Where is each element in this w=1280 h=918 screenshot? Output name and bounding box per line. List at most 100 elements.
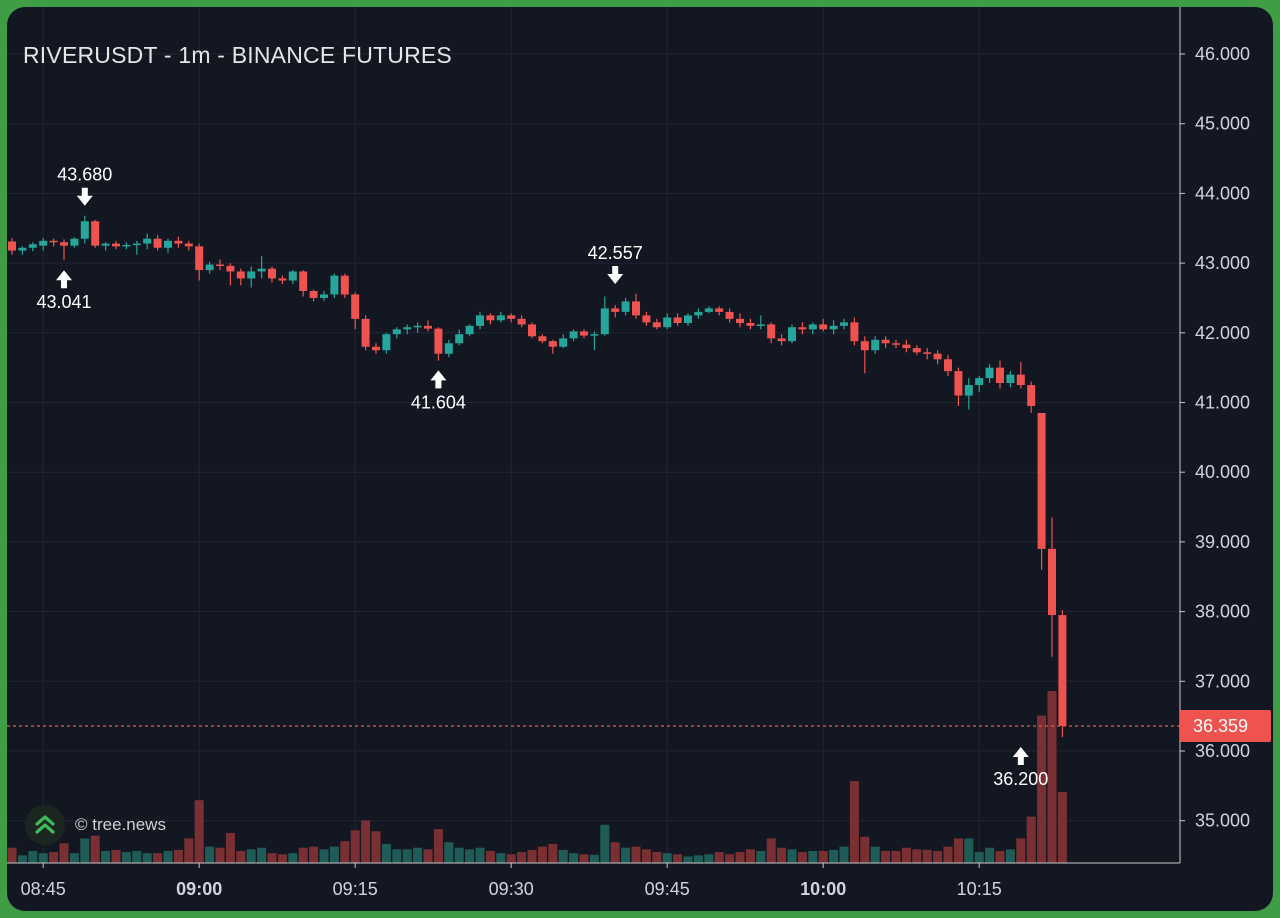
time-tick-label: 10:00 [800, 879, 846, 899]
high-marker: 42.557 [588, 243, 643, 284]
candle [611, 304, 620, 318]
grid-lines [7, 7, 1180, 863]
arrow-down-icon [76, 187, 93, 206]
price-tick-label: 41.000 [1195, 393, 1250, 413]
candle-body [933, 353, 942, 360]
candlestick-chart[interactable]: 35.000 36.000 37.000 38.000 39.000 40.000 41.0… [7, 7, 1273, 911]
candle-body [8, 241, 16, 251]
chart-title: RIVERUSDT - 1m - BINANCE FUTURES [23, 42, 452, 68]
volume-bar [995, 850, 1005, 863]
candle [330, 273, 339, 298]
arrow-up-icon [1012, 747, 1029, 766]
volume-bar [745, 849, 755, 863]
volume-bar [402, 849, 412, 863]
candle-body [174, 240, 183, 244]
candle [455, 329, 464, 346]
volume-bar [953, 838, 963, 863]
volume-bar [49, 852, 59, 863]
candle [819, 318, 828, 332]
candle [1058, 610, 1067, 738]
volume-bar [537, 846, 547, 863]
volume-bar [194, 800, 204, 863]
candle [496, 311, 505, 323]
candle-body [996, 367, 1004, 383]
candle-body [871, 339, 880, 351]
price-tick-label: 38.000 [1195, 602, 1250, 622]
volume-bar [257, 847, 267, 863]
candle-body [122, 244, 131, 247]
candle [153, 235, 162, 251]
candle [892, 339, 900, 349]
candle [60, 239, 68, 261]
candle [684, 313, 692, 326]
volume-bar [579, 854, 589, 863]
candle [923, 348, 932, 360]
candle [777, 334, 786, 346]
candle [528, 322, 536, 339]
volume-bar [184, 838, 194, 863]
candle [392, 327, 401, 339]
candle [704, 306, 713, 314]
candle [205, 261, 214, 274]
volume-bar [28, 850, 38, 863]
volume-bar [475, 847, 485, 863]
volume-bar [236, 850, 246, 863]
candle-body [736, 318, 744, 324]
volume-bar [548, 843, 558, 863]
candle-body [1058, 615, 1067, 726]
volume-bar [69, 853, 79, 863]
candle [715, 306, 724, 316]
candle-body [340, 275, 349, 295]
volume-bar [693, 855, 703, 863]
candle [28, 242, 37, 252]
volume-bar [1057, 792, 1067, 863]
volume-bar [766, 838, 776, 863]
volume-bar [392, 849, 402, 863]
candle-body [486, 315, 495, 321]
volume-bar [652, 852, 662, 863]
candle-body [1027, 385, 1036, 406]
volume-bar [964, 838, 974, 863]
candle-body [756, 324, 765, 326]
candle [632, 293, 640, 319]
candle-body [663, 317, 672, 328]
volume-bar [558, 849, 568, 863]
volume-bar [38, 853, 48, 863]
candle-body [850, 322, 859, 342]
time-tick-label: 08:45 [21, 879, 66, 899]
candle-body [455, 334, 464, 344]
volume-bar [662, 853, 672, 863]
price-tick-label: 35.000 [1195, 811, 1250, 831]
candle [881, 336, 890, 349]
candle-body [257, 268, 266, 272]
volume-bar [444, 842, 454, 863]
tree-news-logo-icon [25, 805, 65, 845]
candle-body [621, 301, 630, 312]
volume-bar [1047, 691, 1057, 863]
candle-body [517, 318, 526, 325]
candle-body [1048, 548, 1056, 616]
candle-body [18, 247, 27, 251]
volume-bar [683, 856, 693, 863]
candle-body [143, 238, 152, 244]
volume-bar [246, 849, 256, 863]
candle-body [507, 315, 516, 319]
volume-bar [111, 849, 121, 863]
volume-bar [891, 850, 901, 863]
volume-bar [350, 830, 360, 863]
candle [486, 313, 495, 325]
candle-body [1037, 412, 1046, 549]
candle [663, 313, 672, 330]
candle [112, 240, 120, 250]
volume-bar [319, 849, 329, 863]
candle-body [964, 385, 973, 396]
candle [80, 215, 89, 244]
candle [403, 324, 412, 335]
candle-body [496, 315, 505, 321]
candle-body [559, 338, 568, 347]
candle [985, 364, 994, 383]
candle [49, 238, 58, 247]
candle-body [372, 346, 380, 351]
candle-body [673, 317, 682, 324]
high-marker: 43.680 [57, 165, 112, 206]
